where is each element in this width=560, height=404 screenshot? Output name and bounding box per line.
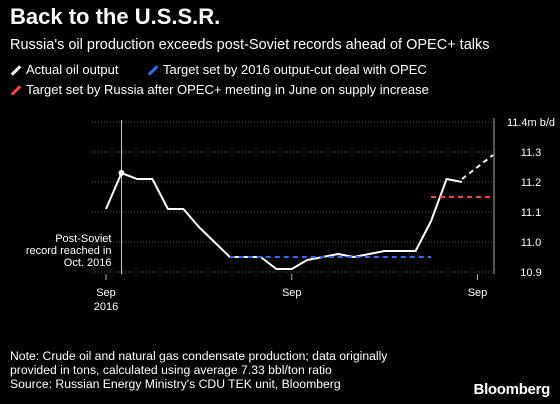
series-line-1 xyxy=(461,154,494,180)
y-tick-label: 11.2 xyxy=(521,177,542,189)
record-annotation-line: record reached in xyxy=(26,245,112,257)
chart-title: Back to the U.S.S.R. xyxy=(10,4,221,29)
legend-label-2016-target: Target set by 2016 output-cut deal with … xyxy=(163,62,427,77)
x-tick-label: Sep xyxy=(468,287,488,299)
note-line-1: Note: Crude oil and natural gas condensa… xyxy=(10,349,388,363)
bloomberg-logo: Bloomberg xyxy=(473,381,551,398)
chart-note: Note: Crude oil and natural gas condensa… xyxy=(10,349,387,391)
y-tick-label: 11.0 xyxy=(521,237,542,249)
y-tick-label: 10.9 xyxy=(520,267,541,279)
legend-item-actual: Actual oil output xyxy=(10,62,119,77)
series-line-0 xyxy=(105,172,463,270)
legend-label-russia-target: Target set by Russia after OPEC+ meeting… xyxy=(26,82,429,97)
record-annotation-line: Post-Soviet xyxy=(55,233,111,245)
x-tick-sublabel: 2016 xyxy=(94,301,118,313)
note-line-2: provided in tons, calculated using avera… xyxy=(10,363,332,377)
x-tick-label: Sep xyxy=(96,287,116,299)
source-line: Source: Russian Energy Ministry's CDU TE… xyxy=(10,377,341,391)
legend-item-russia-target: Target set by Russia after OPEC+ meeting… xyxy=(10,82,429,97)
y-tick-label: 11.1 xyxy=(521,207,542,219)
x-tick-label: Sep xyxy=(282,287,302,299)
y-tick-label: 11.4m b/d xyxy=(507,117,555,129)
legend-label-actual: Actual oil output xyxy=(26,62,119,77)
chart-subtitle: Russia's oil production exceeds post-Sov… xyxy=(10,37,490,53)
record-annotation-line: Oct. 2016 xyxy=(64,257,112,269)
record-marker xyxy=(118,170,125,176)
legend-item-2016-target: Target set by 2016 output-cut deal with … xyxy=(147,62,427,77)
y-tick-label: 11.3 xyxy=(521,147,542,159)
